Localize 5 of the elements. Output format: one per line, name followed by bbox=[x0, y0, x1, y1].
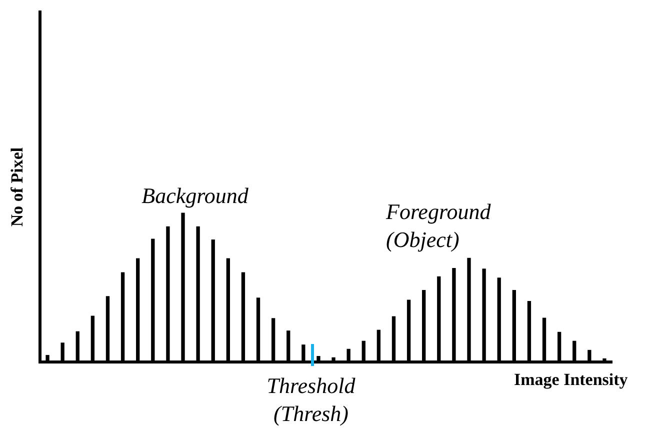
annotation: Foreground (Object) bbox=[386, 198, 492, 254]
text: Threshold (Thresh) bbox=[266, 372, 356, 428]
text: Background bbox=[140, 182, 250, 210]
y-axis-title: No of Pixel bbox=[8, 147, 27, 227]
x-axis-title: Image Intensity bbox=[514, 370, 628, 390]
